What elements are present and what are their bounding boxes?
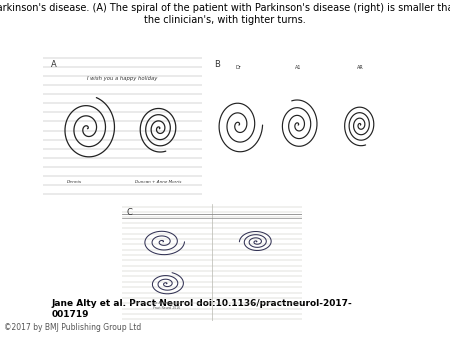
- Text: I wish you a happy holiday: I wish you a happy holiday: [87, 76, 158, 81]
- Text: PN: PN: [381, 306, 409, 324]
- Text: B: B: [214, 59, 220, 69]
- Text: Duncan + Anne Morris: Duncan + Anne Morris: [135, 180, 181, 184]
- Text: A1: A1: [295, 65, 302, 70]
- Text: AR: AR: [357, 65, 364, 70]
- Text: the clinician's, with tighter turns.: the clinician's, with tighter turns.: [144, 15, 306, 25]
- Text: Jane Alty et al. 2016: Jane Alty et al. 2016: [151, 300, 182, 305]
- Text: ©2017 by BMJ Publishing Group Ltd: ©2017 by BMJ Publishing Group Ltd: [4, 323, 142, 332]
- Text: Dr: Dr: [236, 65, 242, 70]
- Text: C: C: [127, 208, 133, 217]
- Text: Parkinson's disease. (A) The spiral of the patient with Parkinson's disease (rig: Parkinson's disease. (A) The spiral of t…: [0, 3, 450, 14]
- Text: Pract Neurol 2016: Pract Neurol 2016: [153, 307, 180, 310]
- Text: Jane Alty et al. Pract Neurol doi:10.1136/practneurol-2017-
001719: Jane Alty et al. Pract Neurol doi:10.113…: [52, 299, 352, 318]
- Text: A: A: [51, 59, 57, 69]
- Text: Dennis: Dennis: [67, 180, 82, 184]
